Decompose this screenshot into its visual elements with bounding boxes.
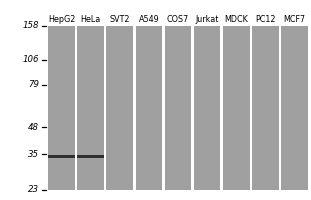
- Text: A549: A549: [138, 15, 159, 24]
- Bar: [252, 26, 279, 190]
- Bar: [223, 26, 250, 190]
- Text: 23: 23: [28, 186, 39, 194]
- Text: 35: 35: [28, 150, 39, 159]
- Text: 48: 48: [28, 123, 39, 132]
- Bar: [136, 26, 162, 190]
- Text: Jurkat: Jurkat: [196, 15, 219, 24]
- Text: SVT2: SVT2: [109, 15, 130, 24]
- Text: PC12: PC12: [255, 15, 276, 24]
- Bar: [281, 26, 308, 190]
- Text: MCF7: MCF7: [284, 15, 306, 24]
- Text: 79: 79: [28, 80, 39, 89]
- Text: HeLa: HeLa: [81, 15, 101, 24]
- Text: 106: 106: [22, 55, 39, 64]
- Text: HepG2: HepG2: [48, 15, 75, 24]
- Bar: [77, 26, 104, 190]
- Text: 158: 158: [22, 21, 39, 30]
- Bar: [48, 26, 75, 190]
- Bar: [106, 26, 133, 190]
- Bar: [48, 155, 75, 158]
- Bar: [194, 26, 220, 190]
- Text: MDCK: MDCK: [225, 15, 248, 24]
- Text: COS7: COS7: [167, 15, 189, 24]
- Bar: [165, 26, 191, 190]
- Bar: [77, 155, 104, 158]
